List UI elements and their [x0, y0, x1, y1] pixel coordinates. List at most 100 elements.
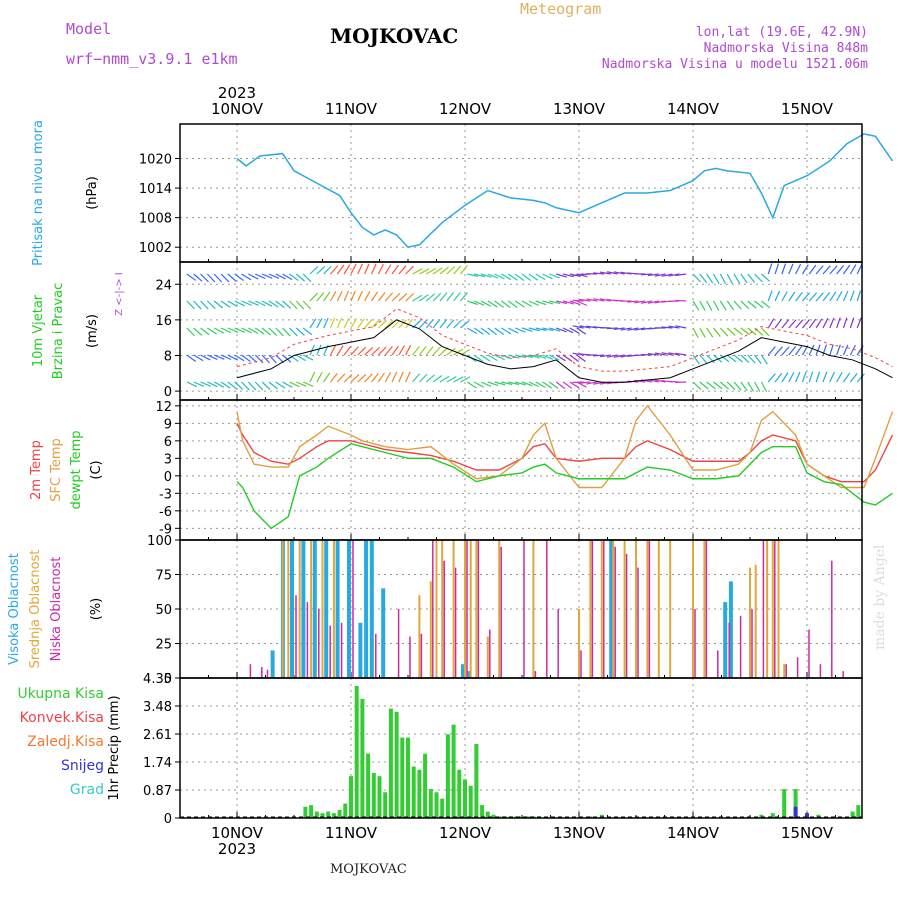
wind-arrow: [795, 345, 803, 356]
wind-arrow: [849, 290, 855, 302]
wind-arrow: [542, 300, 554, 305]
cloud-bar: [637, 567, 639, 678]
cloud-bar: [751, 609, 753, 678]
wind-arrow: [726, 273, 733, 284]
wind-arrow: [767, 346, 776, 356]
wind-arrow: [343, 345, 352, 356]
cloud-bar: [500, 546, 502, 678]
wind-arrow: [654, 273, 666, 277]
y-tick-label: 1014: [139, 182, 172, 197]
cloud-bar: [623, 540, 626, 678]
wind-arrow: [432, 267, 443, 275]
precip-legend-4: Grad: [70, 782, 104, 798]
wind-arrow: [706, 381, 716, 390]
wind-arrow: [391, 264, 400, 275]
cloud-bar: [418, 595, 421, 678]
wind-arrow: [405, 371, 411, 383]
precip-bar: [434, 792, 439, 818]
wind-arrow: [384, 264, 392, 275]
cloud-bar: [340, 622, 343, 678]
wind-arrow: [740, 273, 748, 284]
pressure-line: [236, 133, 894, 249]
precip-bar: [331, 813, 336, 818]
wind-arrow: [213, 327, 225, 334]
wind-arrow: [760, 381, 768, 392]
cloud-bar: [612, 540, 615, 678]
precip-bar: [343, 803, 348, 818]
wind-arrow: [350, 290, 356, 302]
precip-bar: [309, 805, 314, 818]
y-tick-label: 24: [155, 278, 172, 293]
wind-arrow: [227, 327, 239, 333]
wind-arrow: [740, 354, 750, 363]
wind-arrow: [692, 273, 701, 283]
wind-arrow: [856, 290, 862, 302]
wind-arrow: [480, 327, 491, 336]
wind-arrow: [699, 273, 708, 284]
wind-arrow: [316, 266, 326, 275]
precip-bar: [457, 769, 462, 818]
wind-arrow: [425, 346, 434, 356]
meteogram-label: Meteogram: [520, 0, 602, 18]
wind-arrow: [227, 381, 237, 390]
precip-bar: [782, 789, 787, 818]
wind-arrow: [726, 300, 735, 311]
wind-arrow: [494, 354, 505, 361]
precip-bar: [856, 805, 861, 818]
model-name: wrf−nmm_v3.9.1 e1km: [66, 50, 238, 68]
precip-bar: [423, 753, 428, 818]
wind-arrow: [323, 291, 331, 302]
cloud-bar: [657, 540, 660, 678]
cloud-bar: [648, 540, 651, 678]
wind-arrow: [675, 299, 687, 302]
wind-arrow: [740, 381, 748, 392]
wind-arrow: [713, 354, 723, 363]
wind-arrow: [391, 345, 399, 356]
cloud-bar: [461, 664, 465, 678]
wind-arrow: [586, 325, 598, 329]
wind-arrow: [528, 273, 539, 281]
wind-arrow: [579, 298, 591, 302]
wind-arrow: [535, 354, 547, 359]
cloud-bar: [728, 581, 733, 678]
wind-arrow: [501, 381, 513, 386]
wind-arrow: [781, 319, 790, 329]
wind-arrow: [425, 293, 435, 302]
wind-arrow: [248, 327, 259, 334]
wind-arrow: [227, 354, 238, 361]
day-label-top: 14NOV: [667, 100, 720, 118]
wind-arrow: [371, 291, 379, 302]
wind-arrow: [220, 273, 230, 283]
wind-arrow: [815, 265, 824, 275]
cloud-bar: [774, 540, 776, 678]
wind-arrow: [767, 263, 773, 275]
dewpt-label: dewpt Temp: [69, 430, 84, 509]
wind-arrow: [439, 266, 449, 275]
wind-arrow: [815, 318, 823, 329]
precip-bar: [371, 772, 376, 818]
wind-arrow: [767, 318, 775, 329]
wind-arrow: [829, 317, 835, 329]
cloud-bar: [454, 567, 457, 678]
cloud-bar: [762, 540, 765, 678]
wind-arrow: [473, 273, 485, 278]
wind-arrow: [309, 292, 318, 302]
wind-arrow: [302, 327, 313, 336]
y-tick-label: 0: [164, 672, 172, 687]
day-label-top: 12NOV: [439, 100, 492, 118]
wind-arrow: [829, 344, 834, 356]
wind-arrow: [473, 300, 485, 306]
precip-bar: [480, 805, 485, 818]
cloud-bar: [324, 540, 329, 678]
wind-arrow: [501, 273, 512, 281]
wind-arrow: [248, 273, 259, 280]
wind-arrow: [535, 273, 546, 281]
wind-arrow: [439, 375, 450, 383]
wind-arrow: [412, 294, 423, 302]
wind-arrow: [336, 317, 343, 329]
cloud-bar: [609, 540, 614, 678]
wind-arrow: [398, 371, 404, 383]
wind-arrow: [822, 371, 828, 383]
wind-arrow: [193, 273, 203, 282]
temp-line-2: [236, 442, 893, 530]
